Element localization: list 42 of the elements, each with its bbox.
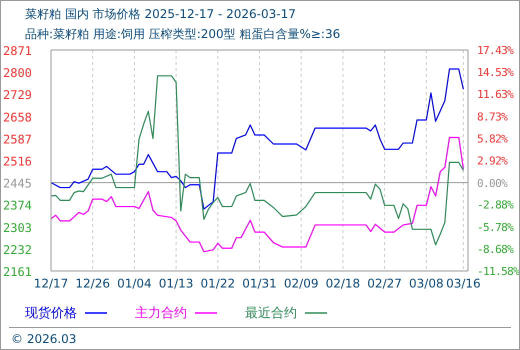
y-tick-label: 2516 <box>3 154 32 168</box>
line-series <box>51 75 464 246</box>
y-tick-label: 2445 <box>3 176 32 191</box>
x-tick-label: 03/16 <box>446 276 481 291</box>
line-series <box>51 68 464 210</box>
y-tick-label: 2374 <box>3 198 32 213</box>
y2-tick-label: 0.00% <box>477 176 508 190</box>
chart-subtitle: 品种:菜籽粕 用途:饲用 压榨类型:200型 粗蛋白含量%≥:36 <box>25 26 340 43</box>
y-tick-label: 2232 <box>3 242 32 257</box>
y2-tick-label: 11.63% <box>477 88 514 102</box>
x-tick-label: 02/27 <box>367 276 402 291</box>
y2-tick-label: -8.68% <box>477 242 514 256</box>
y-tick-label: 2800 <box>3 66 32 80</box>
x-tick-label: 01/22 <box>200 276 236 291</box>
y2-tick-label: -5.78% <box>477 220 514 234</box>
x-tick-label: 12/26 <box>75 276 110 291</box>
x-tick-label: 01/31 <box>242 276 277 291</box>
y2-tick-label: 17.43% <box>477 44 514 57</box>
x-tick-label: 01/04 <box>117 276 152 291</box>
y2-tick-label: -2.88% <box>477 198 514 212</box>
legend-label: 现货价格 <box>25 305 78 322</box>
x-tick-label: 12/17 <box>34 276 68 291</box>
chart-title: 菜籽粕 国内 市场价格 2025-12-17 - 2026-03-17 <box>25 6 296 23</box>
line-series <box>51 136 464 252</box>
x-tick-label: 02/09 <box>284 276 318 291</box>
legend-label: 主力合约 <box>135 305 188 322</box>
y2-tick-label: 5.82% <box>477 132 508 146</box>
y2-tick-label: 2.92% <box>477 154 508 168</box>
legend-label: 最近合约 <box>245 305 298 322</box>
text: © 2026.03 <box>11 332 76 346</box>
x-tick-label: 03/08 <box>409 276 444 291</box>
y-tick-label: 2658 <box>3 110 32 124</box>
x-tick-label: 02/18 <box>326 276 360 291</box>
y2-tick-label: -11.58% <box>477 265 520 278</box>
y2-tick-label: 14.53% <box>477 66 514 80</box>
y-tick-label: 2871 <box>3 44 32 58</box>
y-tick-label: 2161 <box>3 265 32 279</box>
y2-tick-label: 8.73% <box>477 110 508 124</box>
x-tick-label: 01/13 <box>158 276 194 291</box>
y-tick-label: 2729 <box>3 88 32 102</box>
y-tick-label: 2587 <box>3 132 32 146</box>
y-tick-label: 2303 <box>3 220 32 235</box>
